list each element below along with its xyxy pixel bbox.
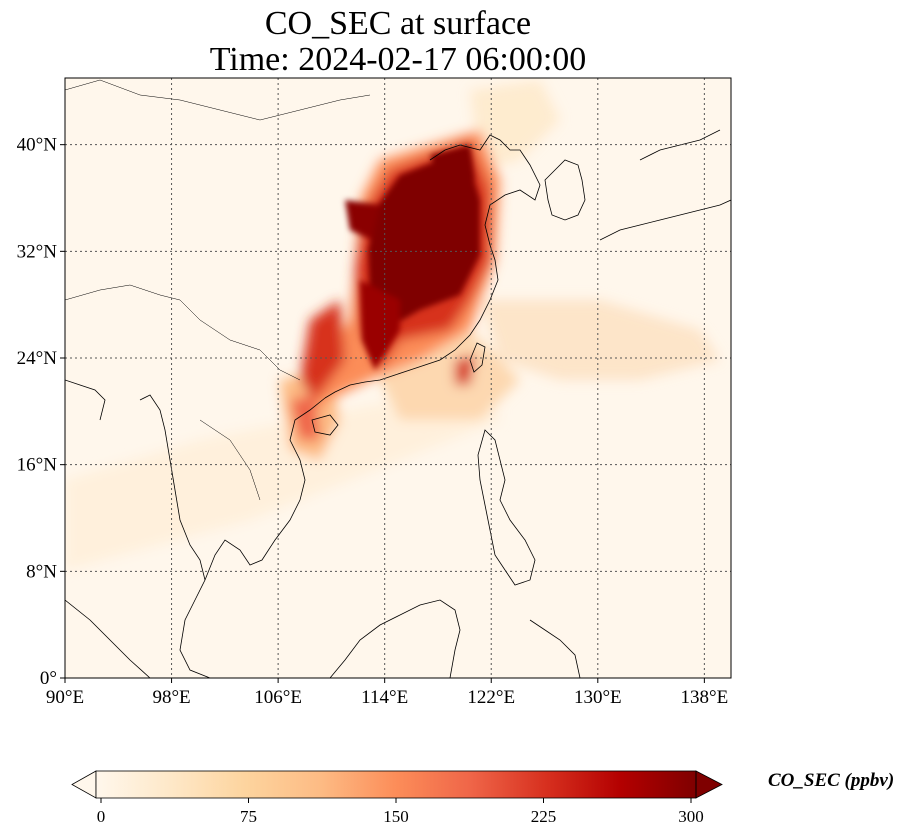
lon-tick-label: 122°E	[467, 687, 515, 708]
lat-tick-label: 8°N	[26, 561, 57, 582]
colorbar-tick-label: 75	[240, 807, 257, 826]
latitude-ticks: 0° 8°N 16°N 24°N 32°N 40°N	[17, 135, 65, 689]
lon-tick-label: 98°E	[152, 687, 190, 708]
lat-tick-label: 24°N	[17, 348, 58, 369]
colorbar-label: CO_SEC (ppbv)	[768, 770, 895, 791]
lat-tick-label: 0°	[40, 668, 57, 689]
lat-tick-label: 40°N	[17, 135, 58, 156]
lat-tick-label: 16°N	[17, 455, 58, 476]
lon-tick-label: 106°E	[254, 687, 302, 708]
longitude-ticks: 90°E 98°E 106°E 114°E 122°E 130°E 138°E	[46, 678, 728, 708]
lon-tick-label: 90°E	[46, 687, 84, 708]
colorbar-tick-label: 225	[531, 807, 557, 826]
lon-tick-label: 114°E	[361, 687, 408, 708]
colorbar: 0 75 150 225 300	[71, 770, 723, 826]
colorbar-extend-low	[71, 770, 97, 799]
colorbar-tick-label: 0	[97, 807, 106, 826]
map-subtitle-time: Time: 2024-02-17 06:00:00	[209, 41, 587, 78]
plot-frame	[64, 77, 732, 679]
coastlines	[65, 79, 731, 678]
colorbar-extend-high	[695, 770, 723, 799]
colorbar-tick-label: 300	[678, 807, 704, 826]
colorbar-gradient	[96, 771, 696, 798]
lon-tick-label: 138°E	[681, 687, 729, 708]
lat-tick-label: 32°N	[17, 241, 58, 262]
map-title: CO_SEC at surface	[264, 5, 532, 42]
co-concentration-field	[65, 80, 720, 570]
lon-tick-label: 130°E	[574, 687, 622, 708]
colorbar-tick-label: 150	[383, 807, 409, 826]
